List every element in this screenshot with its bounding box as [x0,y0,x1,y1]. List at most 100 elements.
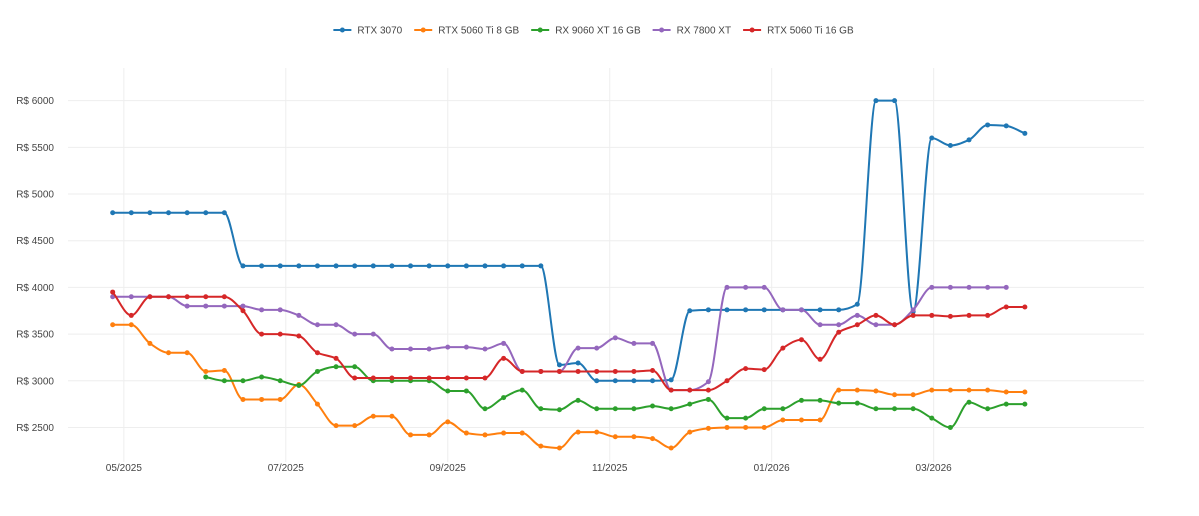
data-point-rx-7800-xt[interactable] [985,284,991,290]
data-point-rx-7800-xt[interactable] [259,307,265,313]
data-point-rtx-5060-ti-8-gb[interactable] [370,413,376,419]
data-point-rtx-5060-ti-16-gb[interactable] [333,355,339,361]
data-point-rx-7800-xt[interactable] [817,322,823,328]
data-point-rtx-5060-ti-16-gb[interactable] [854,322,860,328]
data-point-rx-7800-xt[interactable] [910,307,916,313]
series-area[interactable] [110,98,1028,451]
data-point-rx-9060-xt-16-gb[interactable] [519,387,525,393]
data-point-rx-9060-xt-16-gb[interactable] [631,406,637,412]
data-point-rtx-5060-ti-16-gb[interactable] [445,375,451,381]
data-point-rtx-5060-ti-8-gb[interactable] [780,417,786,423]
data-point-rtx-3070[interactable] [352,263,358,269]
data-point-rtx-5060-ti-16-gb[interactable] [259,331,265,337]
data-point-rtx-5060-ti-8-gb[interactable] [743,424,749,430]
legend-item-rtx-3070[interactable]: RTX 3070 [333,26,403,37]
data-point-rtx-3070[interactable] [110,210,116,216]
data-point-rx-7800-xt[interactable] [854,312,860,318]
data-point-rtx-3070[interactable] [705,307,711,313]
data-point-rx-7800-xt[interactable] [873,322,879,328]
data-point-rx-9060-xt-16-gb[interactable] [761,406,767,412]
data-point-rtx-3070[interactable] [147,210,153,216]
data-point-rx-7800-xt[interactable] [594,345,600,351]
data-point-rtx-3070[interactable] [501,263,507,269]
data-point-rtx-3070[interactable] [947,142,953,148]
data-point-rtx-3070[interactable] [1022,130,1028,136]
data-point-rx-9060-xt-16-gb[interactable] [705,396,711,402]
data-point-rtx-5060-ti-8-gb[interactable] [389,413,395,419]
series-rx-9060-xt-16-gb[interactable] [203,364,1028,430]
data-point-rx-9060-xt-16-gb[interactable] [650,403,656,409]
data-point-rtx-5060-ti-16-gb[interactable] [929,312,935,318]
data-point-rtx-5060-ti-16-gb[interactable] [892,322,898,328]
data-point-rtx-5060-ti-8-gb[interactable] [259,396,265,402]
data-point-rtx-5060-ti-8-gb[interactable] [985,387,991,393]
data-point-rtx-5060-ti-8-gb[interactable] [463,430,469,436]
data-point-rtx-5060-ti-8-gb[interactable] [166,350,172,356]
data-point-rx-7800-xt[interactable] [296,312,302,318]
data-point-rx-9060-xt-16-gb[interactable] [594,406,600,412]
data-point-rtx-5060-ti-8-gb[interactable] [929,387,935,393]
data-point-rtx-5060-ti-8-gb[interactable] [631,434,637,440]
data-point-rtx-5060-ti-16-gb[interactable] [836,329,842,335]
data-point-rx-9060-xt-16-gb[interactable] [817,397,823,403]
data-point-rtx-5060-ti-16-gb[interactable] [687,387,693,393]
data-point-rtx-5060-ti-8-gb[interactable] [836,387,842,393]
data-point-rtx-3070[interactable] [668,377,674,383]
data-point-rx-7800-xt[interactable] [389,346,395,352]
data-point-rtx-5060-ti-16-gb[interactable] [482,375,488,381]
data-point-rx-7800-xt[interactable] [780,307,786,313]
data-point-rtx-5060-ti-16-gb[interactable] [463,375,469,381]
data-point-rx-9060-xt-16-gb[interactable] [463,388,469,394]
legend[interactable]: RTX 3070 RTX 5060 Ti 8 GB RX 9060 XT 16 GB… [333,26,854,37]
data-point-rx-9060-xt-16-gb[interactable] [854,400,860,406]
data-point-rx-7800-xt[interactable] [501,340,507,346]
data-point-rtx-3070[interactable] [277,263,283,269]
data-point-rtx-3070[interactable] [538,263,544,269]
data-point-rx-7800-xt[interactable] [761,284,767,290]
data-point-rtx-5060-ti-8-gb[interactable] [556,445,562,451]
data-point-rtx-5060-ti-16-gb[interactable] [166,294,172,300]
data-point-rx-7800-xt[interactable] [314,322,320,328]
data-point-rx-9060-xt-16-gb[interactable] [333,364,339,370]
data-point-rtx-5060-ti-16-gb[interactable] [519,368,525,374]
data-point-rtx-5060-ti-16-gb[interactable] [556,368,562,374]
data-point-rtx-5060-ti-16-gb[interactable] [668,387,674,393]
data-point-rtx-5060-ti-16-gb[interactable] [594,368,600,374]
data-point-rtx-5060-ti-16-gb[interactable] [128,312,134,318]
data-point-rx-9060-xt-16-gb[interactable] [259,374,265,380]
data-point-rx-9060-xt-16-gb[interactable] [277,378,283,384]
data-point-rtx-5060-ti-8-gb[interactable] [575,429,581,435]
data-point-rtx-3070[interactable] [166,210,172,216]
data-point-rx-9060-xt-16-gb[interactable] [798,397,804,403]
data-point-rtx-3070[interactable] [854,301,860,307]
data-point-rx-7800-xt[interactable] [575,345,581,351]
data-point-rx-7800-xt[interactable] [408,346,414,352]
data-point-rtx-5060-ti-16-gb[interactable] [650,368,656,373]
data-point-rtx-3070[interactable] [612,378,618,384]
data-point-rtx-5060-ti-16-gb[interactable] [631,368,637,374]
data-point-rtx-5060-ti-8-gb[interactable] [668,445,674,451]
data-point-rtx-3070[interactable] [240,263,246,269]
data-point-rx-9060-xt-16-gb[interactable] [836,400,842,406]
data-point-rx-9060-xt-16-gb[interactable] [538,406,544,412]
data-point-rtx-5060-ti-16-gb[interactable] [110,289,116,295]
series-line-rtx-3070[interactable] [112,99,1026,382]
data-point-rx-7800-xt[interactable] [203,303,209,309]
data-point-rtx-3070[interactable] [929,135,935,141]
data-point-rtx-5060-ti-8-gb[interactable] [705,425,711,431]
data-point-rx-9060-xt-16-gb[interactable] [947,424,953,430]
data-point-rtx-5060-ti-16-gb[interactable] [1022,304,1028,310]
legend-item-rx-9060-xt-16-gb[interactable]: RX 9060 XT 16 GB [531,26,641,37]
data-point-rtx-5060-ti-8-gb[interactable] [947,387,953,393]
data-point-rx-7800-xt[interactable] [798,307,804,313]
series-line-rx-7800-xt[interactable] [112,286,1007,392]
data-point-rtx-5060-ti-16-gb[interactable] [203,294,209,300]
data-point-rx-7800-xt[interactable] [650,340,656,346]
data-point-rtx-3070[interactable] [687,308,693,314]
data-point-rtx-3070[interactable] [761,307,767,313]
data-point-rtx-5060-ti-16-gb[interactable] [798,337,804,343]
data-point-rtx-3070[interactable] [184,210,190,216]
data-point-rtx-5060-ti-16-gb[interactable] [985,312,991,318]
data-point-rtx-3070[interactable] [817,307,823,313]
data-point-rtx-5060-ti-8-gb[interactable] [482,432,488,438]
